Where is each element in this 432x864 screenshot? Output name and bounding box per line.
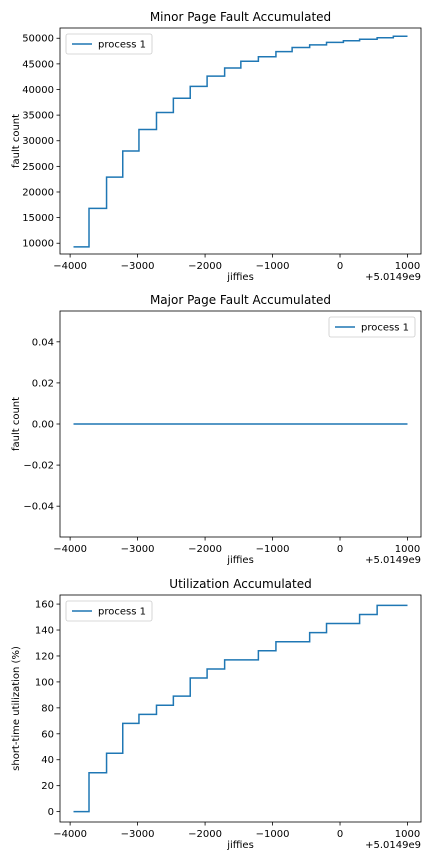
y-tick-label: 30000	[22, 136, 54, 147]
x-offset-label: +5.0149e9	[365, 555, 421, 566]
legend: process 1	[328, 316, 416, 338]
x-tick-label: −3000	[121, 829, 155, 840]
x-tick-label: −2000	[188, 544, 222, 555]
x-tick-label: 0	[337, 544, 343, 555]
legend-box	[65, 33, 153, 55]
y-tick-label: 60	[41, 729, 54, 740]
x-tick-label: 1000	[395, 829, 420, 840]
x-axis-label: jiffies	[226, 272, 254, 283]
x-tick-label: −4000	[53, 544, 87, 555]
y-tick-label: 0.04	[32, 337, 54, 348]
chart-3: Utilization Accumulated −4000 −3000 −2000 −1…	[11, 577, 422, 851]
chart-1: Minor Page Fault Accumulated −4000 −3000 −2…	[11, 10, 422, 283]
y-tick-label: 20000	[22, 187, 54, 198]
legend: process 1	[65, 33, 153, 55]
series-line-1	[73, 35, 408, 248]
legend-label: process 1	[361, 323, 409, 334]
plot-frame	[59, 594, 422, 823]
x-tick-label: 1000	[395, 261, 420, 272]
y-tick-label: 35000	[22, 111, 54, 122]
x-tick-label: 0	[337, 261, 343, 272]
y-tick-label: 15000	[22, 213, 54, 224]
x-tick-label: −4000	[53, 261, 87, 272]
y-tick-label: 20	[41, 781, 54, 792]
y-tick-label: 40000	[22, 85, 54, 96]
y-tick-label: 45000	[22, 59, 54, 70]
y-tick-label: 40	[41, 755, 54, 766]
y-axis-label: short-time utilization (%)	[11, 646, 22, 771]
y-tick-label: 140	[35, 626, 54, 637]
y-tick-label: 120	[35, 651, 54, 662]
x-offset-label: +5.0149e9	[365, 272, 421, 283]
chart-title: Major Page Fault Accumulated	[150, 293, 331, 307]
y-axis-label: fault count	[11, 114, 22, 168]
y-tick-label: 0.00	[32, 420, 54, 431]
x-tick-label: −1000	[256, 829, 290, 840]
legend-box	[65, 600, 153, 622]
x-tick-label: 0	[337, 829, 343, 840]
y-tick-label: 80	[41, 703, 54, 714]
x-tick-label: −4000	[53, 829, 87, 840]
x-tick-label: −2000	[188, 261, 222, 272]
x-tick-label: −1000	[256, 544, 290, 555]
chart-2: Major Page Fault Accumulated −4000 −3000 −2…	[11, 293, 422, 566]
legend-box	[328, 316, 416, 338]
y-tick-label: −0.02	[23, 461, 54, 472]
chart-title: Minor Page Fault Accumulated	[150, 10, 331, 24]
x-tick-label: −3000	[121, 544, 155, 555]
legend-label: process 1	[98, 607, 146, 618]
y-tick-label: 160	[35, 600, 54, 611]
y-axis-label: fault count	[11, 397, 22, 451]
legend-label: process 1	[98, 40, 146, 51]
x-tick-label: −3000	[121, 261, 155, 272]
y-tick-label: 0.02	[32, 378, 54, 389]
y-tick-label: 25000	[22, 162, 54, 173]
x-offset-label: +5.0149e9	[365, 840, 421, 851]
x-axis-label: jiffies	[226, 840, 254, 851]
y-tick-label: 10000	[22, 239, 54, 250]
chart-title: Utilization Accumulated	[169, 577, 311, 591]
y-tick-label: −0.04	[23, 502, 54, 513]
y-tick-label: 0	[48, 807, 54, 818]
x-tick-label: −1000	[256, 261, 290, 272]
legend: process 1	[65, 600, 153, 622]
x-tick-label: 1000	[395, 544, 420, 555]
y-tick-label: 100	[35, 677, 54, 688]
x-tick-label: −2000	[188, 829, 222, 840]
series-line-1	[73, 604, 408, 813]
y-tick-label: 50000	[22, 34, 54, 45]
x-axis-label: jiffies	[226, 555, 254, 566]
